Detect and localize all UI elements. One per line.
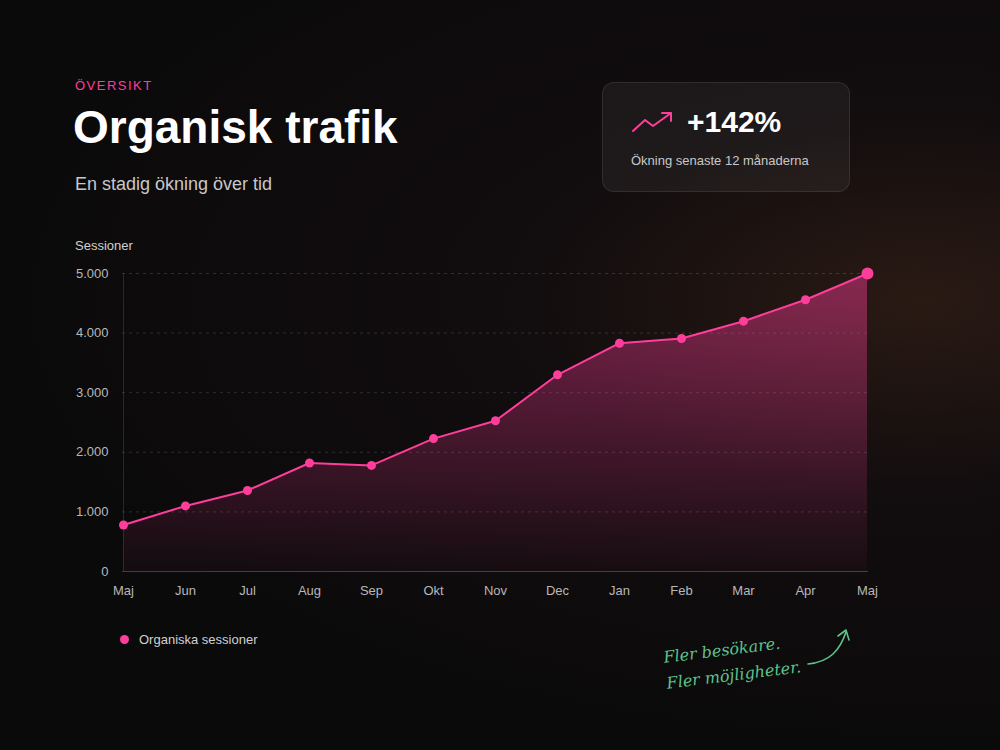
svg-text:Mar: Mar (732, 583, 755, 598)
html-text:Organisk trafik: Organisk trafik (73, 101, 398, 153)
svg-text:Maj: Maj (857, 583, 878, 598)
svg-text:Apr: Apr (795, 583, 816, 598)
svg-text:Feb: Feb (670, 583, 692, 598)
html-text:ÖVERSIKT: ÖVERSIKT (75, 78, 153, 93)
svg-text:3.000: 3.000 (76, 385, 109, 400)
svg-text:Jul: Jul (239, 583, 256, 598)
svg-text:Maj: Maj (113, 583, 134, 598)
svg-text:Dec: Dec (546, 583, 570, 598)
svg-text:Okt: Okt (423, 583, 444, 598)
html-text:Ökning senaste 12 månaderna: Ökning senaste 12 månaderna (631, 153, 809, 168)
svg-text:4.000: 4.000 (76, 325, 109, 340)
svg-text:1.000: 1.000 (76, 504, 109, 519)
svg-text:5.000: 5.000 (76, 266, 109, 281)
svg-text:2.000: 2.000 (76, 444, 109, 459)
html-text:En stadig ökning över tid: En stadig ökning över tid (75, 174, 273, 194)
svg-text:Jun: Jun (175, 583, 196, 598)
svg-text:Jan: Jan (609, 583, 630, 598)
svg-text:0: 0 (101, 564, 108, 579)
html-text:Sessioner: Sessioner (75, 238, 133, 253)
html-text:Fler möjligheter.: Fler möjligheter. (665, 657, 803, 693)
html-text:Fler besökare.: Fler besökare. (662, 633, 782, 667)
html-text:Organiska sessioner: Organiska sessioner (139, 632, 258, 647)
svg-text:Aug: Aug (298, 583, 321, 598)
svg-text:Sep: Sep (360, 583, 383, 598)
svg-text:Nov: Nov (484, 583, 508, 598)
html-text:+142%: +142% (687, 105, 782, 138)
